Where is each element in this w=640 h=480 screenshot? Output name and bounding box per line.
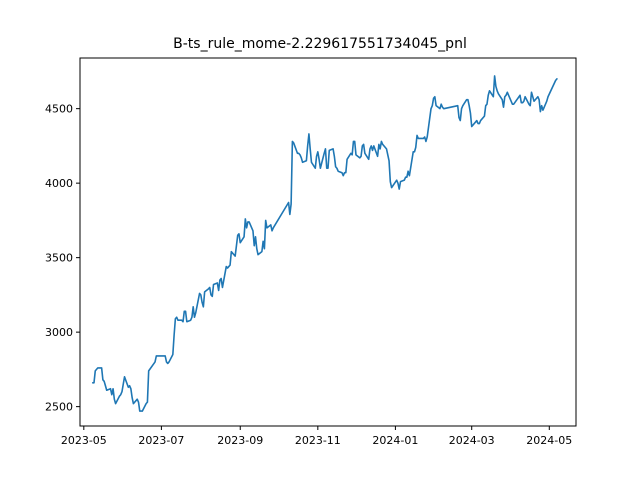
y-tick-label: 4000 — [45, 177, 73, 190]
x-tick-label: 2024-05 — [526, 434, 572, 447]
x-tick-label: 2023-11 — [295, 434, 341, 447]
x-tick-label: 2024-01 — [372, 434, 418, 447]
x-tick-label: 2023-05 — [61, 434, 107, 447]
chart-title: B-ts_rule_mome-2.229617551734045_pnl — [173, 36, 467, 52]
x-tick-label: 2024-03 — [449, 434, 495, 447]
y-axis: 2500 3000 3500 4000 4500 — [45, 103, 80, 414]
plot-area-frame — [79, 57, 577, 427]
x-axis: 2023-05 2023-07 2023-09 2023-11 2024-01 2024-… — [61, 426, 572, 447]
x-tick-label: 2023-07 — [138, 434, 184, 447]
y-tick-label: 4500 — [45, 103, 73, 116]
y-tick-label: 3500 — [45, 252, 73, 265]
pnl-series-line — [91, 75, 558, 412]
x-tick-label: 2023-09 — [217, 434, 263, 447]
y-tick-label: 2500 — [45, 401, 73, 414]
y-tick-label: 3000 — [45, 326, 73, 339]
